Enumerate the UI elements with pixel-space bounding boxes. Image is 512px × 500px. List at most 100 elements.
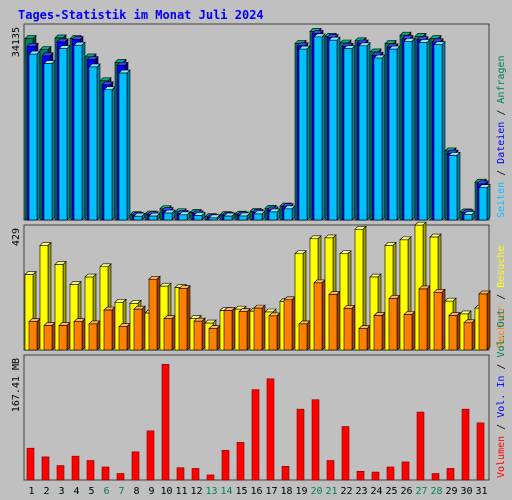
x-tick-label-day-10: 10 bbox=[160, 486, 172, 497]
bar-rechner-day-28-side bbox=[441, 288, 446, 351]
bar-seiten-day-15 bbox=[238, 215, 248, 221]
x-tick-label-day-28: 28 bbox=[430, 486, 442, 497]
bar-seiten-day-24-side bbox=[381, 54, 386, 221]
bar-seiten-day-28-side bbox=[441, 40, 446, 221]
bar-seiten-day-23-side bbox=[366, 42, 371, 221]
bar-rechner-day-8 bbox=[133, 308, 143, 351]
bar-seiten-day-21-side bbox=[336, 36, 341, 221]
bar-rechner-day-23 bbox=[358, 328, 368, 351]
bar-volumen-day-2 bbox=[41, 456, 50, 481]
bar-rechner-day-27-side bbox=[426, 285, 431, 351]
bar-seiten-day-2-side bbox=[51, 59, 56, 221]
bar-rechner-day-21-side bbox=[336, 290, 341, 351]
x-tick-label-day-13: 13 bbox=[205, 486, 217, 497]
bar-volumen-day-22 bbox=[341, 426, 350, 481]
bar-seiten-day-22-side bbox=[351, 44, 356, 221]
bar-rechner-day-15-side bbox=[246, 307, 251, 351]
x-tick-label-day-26: 26 bbox=[400, 486, 412, 497]
bar-volumen-day-26 bbox=[401, 461, 410, 481]
x-tick-label-day-19: 19 bbox=[295, 486, 307, 497]
bar-volumen-day-25 bbox=[386, 466, 395, 481]
legend-item-dateien: Dateien bbox=[496, 122, 507, 164]
y-axis-max-label-3: 167.41 MB bbox=[11, 358, 22, 412]
bar-rechner-day-17-side bbox=[276, 312, 281, 351]
legend-item-anfragen: Anfragen bbox=[496, 55, 507, 103]
bar-rechner-day-26-side bbox=[411, 310, 416, 351]
bar-seiten-day-14 bbox=[223, 215, 233, 221]
x-tick-label-day-3: 3 bbox=[58, 486, 64, 497]
bar-seiten-day-24 bbox=[373, 57, 383, 221]
bar-seiten-day-26-side bbox=[411, 37, 416, 221]
bar-rechner-day-19-side bbox=[306, 320, 311, 351]
bar-rechner-day-21 bbox=[328, 294, 338, 351]
chart-title: Tages-Statistik im Monat Juli 2024 bbox=[18, 8, 264, 22]
bar-volumen-day-28 bbox=[431, 473, 440, 481]
bar-seiten-day-31-side bbox=[486, 183, 491, 221]
bar-rechner-day-23-side bbox=[366, 324, 371, 351]
bar-seiten-day-4 bbox=[73, 44, 83, 221]
x-tick-label-day-31: 31 bbox=[475, 486, 487, 497]
bar-seiten-day-27-side bbox=[426, 38, 431, 221]
bar-seiten-day-1 bbox=[28, 53, 38, 221]
bar-volumen-day-3 bbox=[56, 465, 65, 481]
bar-seiten-day-11 bbox=[178, 214, 188, 221]
bar-seiten-day-6-side bbox=[111, 86, 116, 221]
bar-seiten-day-26 bbox=[403, 41, 413, 221]
bar-rechner-day-28 bbox=[433, 292, 443, 351]
bar-volumen-day-6 bbox=[101, 466, 110, 481]
y-axis-max-label-2: 429 bbox=[11, 228, 22, 246]
legend-panel-3: Volumen / Vol. In / Vol. Out bbox=[496, 309, 507, 478]
bar-rechner-day-17 bbox=[268, 315, 278, 351]
bar-seiten-day-19-side bbox=[306, 45, 311, 221]
bar-volumen-day-1 bbox=[26, 447, 35, 481]
bar-seiten-day-5-side bbox=[96, 63, 101, 221]
bar-rechner-day-14 bbox=[223, 310, 233, 351]
bar-rechner-day-26 bbox=[403, 314, 413, 351]
legend-item-vol-in: Vol. In bbox=[496, 376, 507, 418]
bar-seiten-day-31 bbox=[478, 187, 488, 221]
bar-seiten-day-25-side bbox=[396, 45, 401, 221]
x-tick-label-day-22: 22 bbox=[340, 486, 352, 497]
legend-item-vol-out: Vol. Out bbox=[496, 309, 507, 357]
bar-rechner-day-7 bbox=[118, 326, 128, 351]
bar-volumen-day-4 bbox=[71, 455, 80, 481]
bar-rechner-day-12-side bbox=[201, 317, 206, 351]
bar-volumen-day-24 bbox=[371, 471, 380, 481]
legend-panel-2: Rechner / Besuche bbox=[496, 246, 507, 348]
x-tick-label-day-27: 27 bbox=[415, 486, 427, 497]
bar-seiten-day-1-side bbox=[36, 50, 41, 221]
bar-rechner-day-20-side bbox=[321, 279, 326, 351]
bar-seiten-day-30 bbox=[463, 214, 473, 221]
x-tick-label-day-6: 6 bbox=[103, 486, 109, 497]
bar-volumen-day-13 bbox=[206, 474, 215, 481]
bar-rechner-day-13 bbox=[208, 328, 218, 351]
legend-item-volumen: Volumen bbox=[496, 436, 507, 478]
bar-volumen-day-8 bbox=[131, 451, 140, 481]
x-tick-label-day-18: 18 bbox=[280, 486, 292, 497]
bar-rechner-day-9-side bbox=[156, 275, 161, 351]
bar-rechner-day-14-side bbox=[231, 306, 236, 351]
x-tick-label-day-21: 21 bbox=[325, 486, 337, 497]
bar-volumen-day-14 bbox=[221, 450, 230, 481]
bar-rechner-day-8-side bbox=[141, 305, 146, 351]
bar-rechner-day-2 bbox=[43, 325, 53, 351]
bar-volumen-day-17 bbox=[266, 378, 275, 481]
bar-rechner-day-9 bbox=[148, 278, 158, 351]
bar-rechner-day-30-side bbox=[471, 319, 476, 351]
bar-volumen-day-19 bbox=[296, 408, 305, 481]
x-tick-label-day-16: 16 bbox=[250, 486, 262, 497]
bar-volumen-day-18 bbox=[281, 465, 290, 481]
x-tick-label-day-25: 25 bbox=[385, 486, 397, 497]
bar-rechner-day-11 bbox=[178, 288, 188, 351]
bar-volumen-day-30 bbox=[461, 408, 470, 481]
bar-rechner-day-1-side bbox=[36, 317, 41, 351]
bar-seiten-day-16 bbox=[253, 213, 263, 221]
legend-item-besuche: Besuche bbox=[496, 246, 507, 288]
bar-seiten-day-18 bbox=[283, 208, 293, 221]
bar-rechner-day-16-side bbox=[261, 304, 266, 351]
x-tick-label-day-15: 15 bbox=[235, 486, 247, 497]
bar-rechner-day-6-side bbox=[111, 306, 116, 351]
x-tick-label-day-12: 12 bbox=[190, 486, 202, 497]
x-tick-label-day-14: 14 bbox=[220, 486, 232, 497]
